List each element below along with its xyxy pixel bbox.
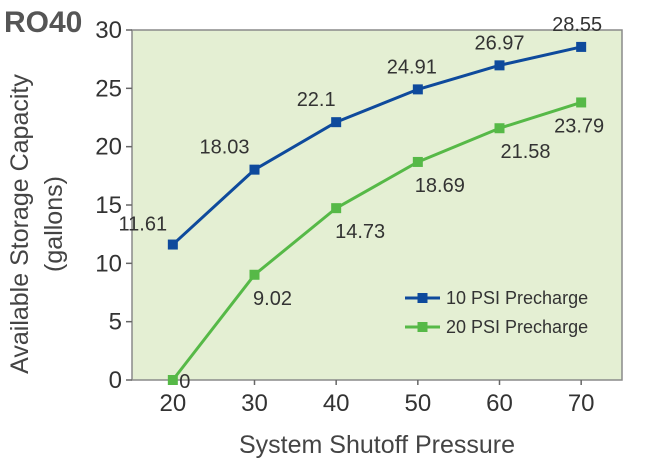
x-tick-label: 30 [241, 390, 268, 417]
data-point [494, 60, 505, 71]
data-point [167, 375, 178, 385]
data-label: 18.69 [415, 175, 465, 197]
legend-marker [417, 322, 428, 332]
x-tick-label: 40 [323, 390, 350, 417]
data-point [249, 164, 260, 175]
data-point [412, 84, 423, 95]
chart-title: RO40 [4, 6, 82, 39]
y-tick-label: 10 [95, 250, 122, 277]
data-point [494, 123, 505, 134]
y-tick-label: 5 [109, 309, 122, 336]
data-point [576, 97, 587, 108]
data-point [167, 239, 178, 250]
series-line-2 [171, 101, 582, 381]
data-point [412, 156, 423, 167]
data-label: 28.55 [552, 14, 602, 36]
x-tick-label: 60 [486, 390, 513, 417]
legend: 10 PSI Precharge 20 PSI Precharge [405, 288, 588, 337]
x-tick-label: 70 [568, 390, 595, 417]
data-label: 23.79 [554, 115, 604, 137]
data-label: 0 [179, 371, 190, 393]
y-tick-label: 25 [95, 75, 122, 102]
data-label: 21.58 [500, 141, 550, 163]
series-line-1 [171, 45, 582, 246]
plot-area [131, 29, 623, 381]
legend-marker [417, 293, 428, 303]
y-tick-label: 30 [95, 17, 122, 44]
x-axis-label: System Shutoff Pressure [239, 431, 515, 459]
legend-label: 20 PSI Precharge [446, 317, 588, 337]
series-layer: 11.61 18.03 22.1 24.91 26.97 28.55 0 9.02 14.73 1… [119, 14, 605, 393]
y-tick-label: 20 [95, 134, 122, 161]
legend-label: 10 PSI Precharge [446, 288, 588, 308]
data-label: 11.61 [119, 214, 168, 236]
data-label: 22.1 [297, 89, 336, 111]
data-point [331, 117, 342, 128]
x-tick-label: 20 [159, 390, 186, 417]
data-label: 24.91 [387, 56, 437, 78]
data-label: 18.03 [199, 137, 249, 159]
x-axis-ticks: 20 30 40 50 60 70 [159, 380, 595, 417]
y-axis-label-line1: Available Storage Capacity [6, 74, 34, 374]
data-label: 9.02 [253, 288, 292, 310]
data-point [576, 41, 587, 52]
y-axis-ticks: 0 5 10 15 20 25 30 [95, 17, 132, 394]
data-point [249, 269, 260, 280]
y-tick-label: 15 [95, 192, 122, 219]
y-tick-label: 0 [109, 367, 122, 394]
data-label: 26.97 [474, 32, 524, 54]
y-axis-label-line2: (gallons) [40, 176, 68, 272]
x-tick-label: 50 [404, 390, 431, 417]
data-point [331, 203, 342, 214]
data-label: 14.73 [335, 221, 385, 243]
